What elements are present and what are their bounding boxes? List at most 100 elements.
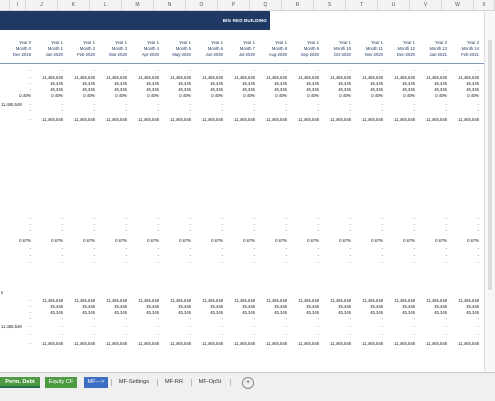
- table-cell: -: [477, 108, 479, 113]
- period-date: Dec-2019: [12, 52, 31, 57]
- table-cell: -: [93, 68, 95, 73]
- table-cell: 11,455,548: [266, 117, 287, 122]
- column-header-s[interactable]: S: [314, 0, 346, 10]
- tab-mf-rr[interactable]: MF-RR: [164, 379, 184, 385]
- table-cell: -: [221, 228, 223, 233]
- table-cell: -: [29, 310, 31, 315]
- table-cell: -: [317, 216, 319, 221]
- table-cell: -: [285, 222, 287, 227]
- table-cell: -: [349, 228, 351, 233]
- table-cell: 11,455,548: [266, 298, 287, 303]
- table-cell: 45,345: [402, 81, 415, 86]
- table-cell: -: [477, 260, 479, 265]
- table-cell: 45,345: [402, 87, 415, 92]
- table-cell: -: [349, 222, 351, 227]
- table-cell: -: [29, 298, 31, 303]
- tab-equity-cf[interactable]: Equity CF: [45, 377, 77, 388]
- table-cell: 45,345: [338, 87, 351, 92]
- table-cell: 11,455,548: [170, 298, 191, 303]
- table-cell: -: [61, 216, 63, 221]
- column-header-j[interactable]: J: [26, 0, 58, 10]
- column-header-q[interactable]: Q: [250, 0, 282, 10]
- table-cell: -: [381, 332, 383, 337]
- table-cell: -: [381, 228, 383, 233]
- table-cell: 0.40%: [19, 93, 31, 98]
- column-header-i[interactable]: I: [10, 0, 26, 10]
- table-cell: -: [157, 253, 159, 258]
- table-cell: -: [413, 253, 415, 258]
- column-header-w[interactable]: W: [442, 0, 474, 10]
- column-header-p[interactable]: P: [218, 0, 250, 10]
- table-cell: -: [29, 68, 31, 73]
- table-cell: 11,455,548: [138, 75, 159, 80]
- period-date: May-2020: [172, 52, 191, 57]
- table-cell: 45,345: [178, 304, 191, 309]
- table-cell: -: [93, 324, 95, 329]
- table-cell: 11,455,548: [394, 298, 415, 303]
- table-cell: 11,455,548: [458, 117, 479, 122]
- table-cell: -: [157, 260, 159, 265]
- table-cell: -: [157, 216, 159, 221]
- column-header-x[interactable]: X: [474, 0, 495, 10]
- tab-mf-opst[interactable]: MF-OpSt: [198, 379, 222, 385]
- table-cell: -: [413, 324, 415, 329]
- column-header-r[interactable]: R: [282, 0, 314, 10]
- table-cell: 45,345: [274, 304, 287, 309]
- table-cell: -: [381, 324, 383, 329]
- column-header-o[interactable]: O: [186, 0, 218, 10]
- column-header-v[interactable]: V: [410, 0, 442, 10]
- table-cell: -: [445, 324, 447, 329]
- table-cell: -: [445, 316, 447, 321]
- table-cell: -: [381, 68, 383, 73]
- period-date: Sep-2020: [300, 52, 319, 57]
- table-cell: -: [125, 228, 127, 233]
- table-cell: -: [125, 260, 127, 265]
- left-balance-cell: 11,455,548: [1, 324, 22, 329]
- table-cell: -: [253, 102, 255, 107]
- tab-perm-debt[interactable]: Perm. Debt: [0, 377, 40, 388]
- tab-mf-settings[interactable]: MF-Settings: [118, 379, 150, 385]
- column-header-m[interactable]: M: [122, 0, 154, 10]
- table-cell: -: [29, 324, 31, 329]
- table-cell: -: [61, 222, 63, 227]
- table-cell: 45,345: [434, 310, 447, 315]
- column-header-t[interactable]: T: [346, 0, 378, 10]
- vertical-scrollbar[interactable]: [488, 40, 492, 290]
- table-cell: 11,455,548: [138, 298, 159, 303]
- table-cell: 11,455,548: [138, 341, 159, 346]
- table-cell: -: [349, 108, 351, 113]
- tab-mf-arrow[interactable]: MF--->: [84, 377, 108, 388]
- table-cell: 45,345: [50, 304, 63, 309]
- period-date: Jul-2020: [238, 52, 255, 57]
- table-cell: -: [29, 87, 31, 92]
- table-cell: 45,345: [210, 304, 223, 309]
- add-sheet-icon[interactable]: +: [242, 377, 254, 389]
- table-cell: -: [445, 102, 447, 107]
- table-cell: 0.67%: [275, 238, 287, 243]
- table-cell: 0.67%: [371, 238, 383, 243]
- table-cell: -: [29, 246, 31, 251]
- table-cell: -: [253, 246, 255, 251]
- table-cell: -: [477, 102, 479, 107]
- table-cell: 0.40%: [275, 93, 287, 98]
- period-month: Month 14: [461, 46, 479, 51]
- table-cell: -: [253, 222, 255, 227]
- column-header-u[interactable]: U: [378, 0, 410, 10]
- table-cell: 45,345: [370, 87, 383, 92]
- period-month: Month 12: [397, 46, 415, 51]
- period-year: Year 2: [435, 40, 447, 45]
- column-header-l[interactable]: L: [90, 0, 122, 10]
- table-cell: -: [93, 253, 95, 258]
- table-cell: -: [29, 216, 31, 221]
- period-month: Month 4: [143, 46, 159, 51]
- table-cell: 11,455,548: [298, 75, 319, 80]
- column-header-n[interactable]: N: [154, 0, 186, 10]
- table-cell: 11,455,548: [362, 75, 383, 80]
- table-cell: -: [413, 222, 415, 227]
- table-cell: -: [189, 222, 191, 227]
- table-cell: 11,455,548: [298, 117, 319, 122]
- table-cell: -: [125, 102, 127, 107]
- table-cell: 45,345: [82, 81, 95, 86]
- table-cell: 45,345: [466, 310, 479, 315]
- column-header-k[interactable]: K: [58, 0, 90, 10]
